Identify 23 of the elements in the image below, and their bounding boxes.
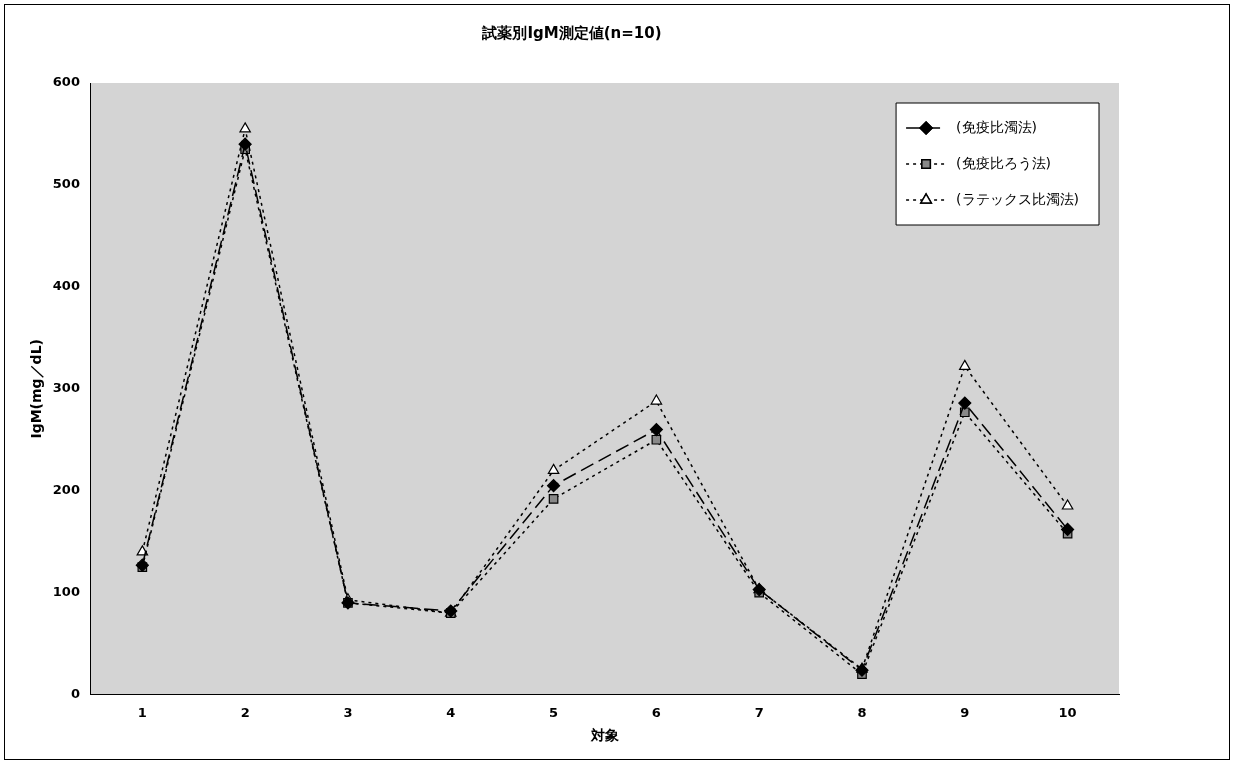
y-axis-title: IgM(mg／dL)	[28, 339, 45, 439]
x-tick-label: 3	[343, 704, 353, 720]
x-tick-label: 8	[857, 704, 867, 720]
x-tick-label: 9	[960, 704, 970, 720]
x-axis-title: 対象	[589, 727, 619, 744]
x-tick-label: 10	[1058, 704, 1077, 720]
x-tick-label: 5	[549, 704, 559, 720]
y-tick-label: 300	[52, 380, 80, 396]
y-tick-label: 500	[52, 176, 80, 192]
x-tick-label: 6	[651, 704, 661, 720]
chart-title: 試薬別IgM測定値(n=10)	[481, 23, 662, 42]
y-tick-label: 100	[52, 584, 80, 600]
x-tick-label: 7	[754, 704, 764, 720]
y-tick-label: 400	[52, 278, 80, 294]
y-tick-label: 600	[52, 74, 80, 90]
legend-label: (ラテックス比濁法)	[956, 190, 1080, 207]
y-tick-label: 200	[52, 482, 80, 498]
legend-label: (免疫比ろう法)	[956, 154, 1052, 171]
legend-label: (免疫比濁法)	[956, 118, 1038, 135]
x-tick-label: 4	[446, 704, 456, 720]
y-tick-label: 0	[70, 685, 80, 701]
x-tick-label: 1	[137, 704, 147, 720]
x-tick-label: 2	[240, 704, 250, 720]
